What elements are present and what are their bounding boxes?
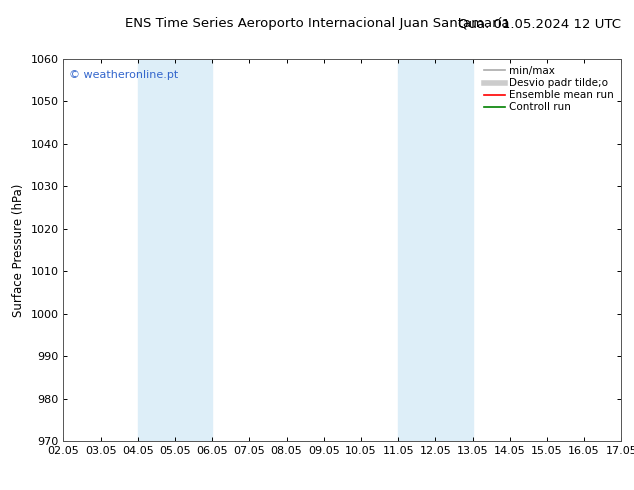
Text: Qua. 01.05.2024 12 UTC: Qua. 01.05.2024 12 UTC [458,17,621,30]
Text: © weatheronline.pt: © weatheronline.pt [69,70,178,80]
Y-axis label: Surface Pressure (hPa): Surface Pressure (hPa) [12,183,25,317]
Legend: min/max, Desvio padr tilde;o, Ensemble mean run, Controll run: min/max, Desvio padr tilde;o, Ensemble m… [482,64,616,115]
Text: ENS Time Series Aeroporto Internacional Juan Santamaría: ENS Time Series Aeroporto Internacional … [125,17,509,30]
Bar [398,59,472,441]
Bar [138,59,212,441]
